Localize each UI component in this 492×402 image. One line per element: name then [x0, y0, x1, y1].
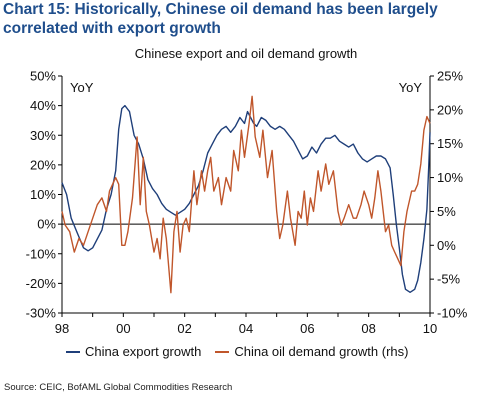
y-tick-label-left: 0% [37, 217, 56, 232]
y-tick-label-right: 25% [437, 69, 463, 84]
y-tick-label-left: -20% [26, 276, 57, 291]
legend-item-oil: China oil demand growth (rhs) [215, 344, 408, 359]
chart-title: Chart 15: Historically, Chinese oil dema… [3, 1, 438, 37]
left-axis-unit-label: YoY [70, 80, 94, 95]
legend-item-export: China export growth [66, 344, 201, 359]
y-tick-label-left: 40% [30, 98, 56, 113]
chart-legend: China export growth China oil demand gro… [66, 344, 422, 359]
y-tick-label-right: -10% [437, 306, 468, 321]
legend-swatch-oil [215, 350, 230, 353]
legend-label-oil: China oil demand growth (rhs) [234, 344, 409, 359]
x-tick-label: 04 [239, 321, 253, 336]
x-tick-label: 06 [300, 321, 314, 336]
y-tick-label-left: 20% [30, 157, 56, 172]
x-tick-label: 00 [116, 321, 130, 336]
y-tick-label-left: 10% [30, 187, 56, 202]
series-line-oil [61, 95, 431, 294]
right-axis-unit-label: YoY [399, 80, 423, 95]
x-tick-label: 02 [177, 321, 191, 336]
x-tick-label: 98 [55, 321, 69, 336]
y-tick-label-left: -30% [26, 306, 57, 321]
legend-label-export: China export growth [85, 344, 202, 359]
source-note: Source: CEIC, BofAML Global Commodities … [4, 382, 233, 393]
chart-subtitle: Chinese export and oil demand growth [134, 46, 358, 61]
y-tick-label-right: 20% [437, 102, 463, 117]
y-tick-label-right: 15% [437, 136, 463, 151]
y-tick-label-left: 50% [30, 69, 56, 84]
y-tick-label-right: 10% [437, 170, 463, 185]
y-tick-label-right: 0% [437, 238, 456, 253]
y-tick-label-left: -10% [26, 246, 57, 261]
y-tick-label-left: 30% [30, 128, 56, 143]
x-tick-label: 08 [361, 321, 375, 336]
x-tick-label: 10 [423, 321, 437, 336]
y-tick-label-right: -5% [437, 272, 461, 287]
y-tick-label-right: 5% [437, 204, 456, 219]
legend-swatch-export [66, 350, 80, 353]
